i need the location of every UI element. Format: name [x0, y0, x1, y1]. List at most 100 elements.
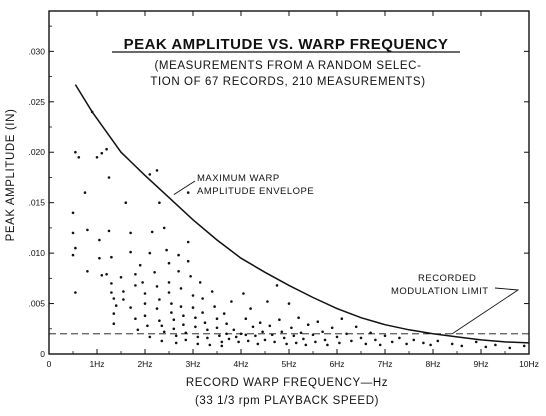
- data-point: [234, 335, 238, 339]
- data-point: [398, 336, 401, 340]
- data-point: [74, 291, 77, 294]
- data-point: [306, 323, 310, 327]
- data-point: [122, 298, 125, 301]
- x-tick-label: 0: [47, 359, 52, 369]
- data-point: [134, 284, 137, 287]
- data-point: [74, 246, 77, 250]
- data-point: [330, 326, 334, 330]
- data-point: [297, 316, 300, 320]
- data-point: [213, 305, 216, 308]
- data-point: [100, 151, 104, 155]
- data-point: [273, 340, 276, 344]
- data-point: [258, 321, 262, 325]
- data-point: [374, 338, 377, 342]
- data-point: [230, 300, 233, 303]
- data-point: [302, 337, 305, 341]
- data-point: [198, 281, 202, 284]
- data-point: [162, 226, 166, 230]
- data-point: [172, 327, 176, 331]
- data-point: [285, 342, 288, 346]
- data-point: [294, 341, 298, 345]
- chart-subtitle-line-2: TION OF 67 RECORDS, 210 MEASUREMENTS): [150, 76, 425, 88]
- data-point: [220, 344, 224, 348]
- data-point: [246, 339, 250, 343]
- data-point: [122, 290, 125, 293]
- data-point: [112, 322, 116, 326]
- data-point: [254, 334, 257, 338]
- data-point: [335, 335, 339, 339]
- data-point: [191, 294, 195, 297]
- data-point: [316, 320, 320, 324]
- x-tick-label: 8Hz: [425, 359, 440, 369]
- data-point: [114, 304, 118, 307]
- y-axis-label: PEAK AMPLITUDE (IN): [5, 109, 17, 242]
- data-point: [225, 322, 228, 326]
- data-point: [124, 201, 128, 204]
- data-point: [429, 343, 432, 347]
- data-point: [484, 345, 488, 349]
- data-point: [110, 255, 113, 259]
- data-point: [170, 311, 173, 314]
- data-point: [494, 343, 497, 347]
- data-point: [158, 298, 161, 301]
- x-tick-labels: 0 1Hz 2Hz 3Hz 4Hz 5Hz 6Hz 7Hz 8Hz 9Hz 10Hz: [47, 359, 539, 369]
- data-point: [194, 325, 197, 329]
- x-tick-label: 1Hz: [89, 359, 104, 369]
- data-point: [323, 338, 327, 342]
- data-point: [107, 229, 111, 233]
- data-point: [160, 324, 164, 328]
- axis-ticks: [48, 11, 530, 355]
- x-tick-label: 3Hz: [185, 359, 200, 369]
- data-point: [98, 256, 101, 260]
- data-point: [112, 312, 116, 315]
- data-point: [292, 334, 296, 338]
- modulation-annotation-line-2: MODULATION LIMIT: [391, 286, 489, 297]
- data-point: [215, 317, 219, 321]
- data-point: [112, 297, 116, 300]
- data-point: [206, 328, 209, 332]
- data-point: [232, 328, 236, 332]
- data-point: [174, 341, 178, 345]
- data-point: [143, 292, 147, 295]
- data-point: [244, 333, 248, 337]
- data-point: [136, 328, 140, 332]
- y-tick-label: .020: [28, 147, 45, 157]
- data-point: [314, 340, 317, 344]
- data-point: [390, 340, 394, 344]
- data-point: [201, 297, 204, 300]
- data-point: [95, 156, 99, 159]
- data-point: [177, 253, 180, 257]
- maximum-warp-envelope-line: [74, 84, 530, 344]
- data-point: [74, 150, 77, 154]
- data-point: [251, 325, 255, 329]
- data-point: [153, 271, 156, 274]
- data-point: [206, 336, 209, 340]
- data-point: [186, 259, 190, 263]
- data-point: [338, 341, 341, 345]
- data-point: [134, 273, 137, 276]
- data-point: [220, 340, 224, 344]
- data-point: [170, 302, 173, 305]
- data-point: [299, 331, 303, 335]
- data-point: [359, 336, 363, 340]
- data-point: [77, 156, 81, 159]
- data-point: [160, 339, 164, 343]
- data-point: [148, 335, 152, 339]
- data-point: [242, 292, 245, 295]
- data-point: [150, 230, 154, 234]
- data-point: [261, 330, 264, 334]
- data-point: [167, 291, 171, 294]
- data-point: [280, 330, 284, 334]
- data-point: [215, 326, 219, 330]
- data-point: [148, 173, 152, 176]
- data-point: [143, 302, 147, 305]
- envelope-annotation: MAXIMUM WARP AMPLITUDE ENVELOPE: [173, 173, 314, 197]
- y-tick-label: .015: [28, 198, 45, 208]
- data-point: [182, 314, 185, 318]
- chart-title-block: PEAK AMPLITUDE VS. WARP FREQUENCY (MEASU…: [112, 36, 460, 88]
- data-point: [321, 330, 324, 334]
- y-tick-labels: 0 .005 .010 .015 .020 .025 .030: [28, 46, 45, 359]
- data-point: [155, 285, 159, 288]
- data-point: [210, 290, 214, 293]
- x-tick-label: 7Hz: [377, 359, 392, 369]
